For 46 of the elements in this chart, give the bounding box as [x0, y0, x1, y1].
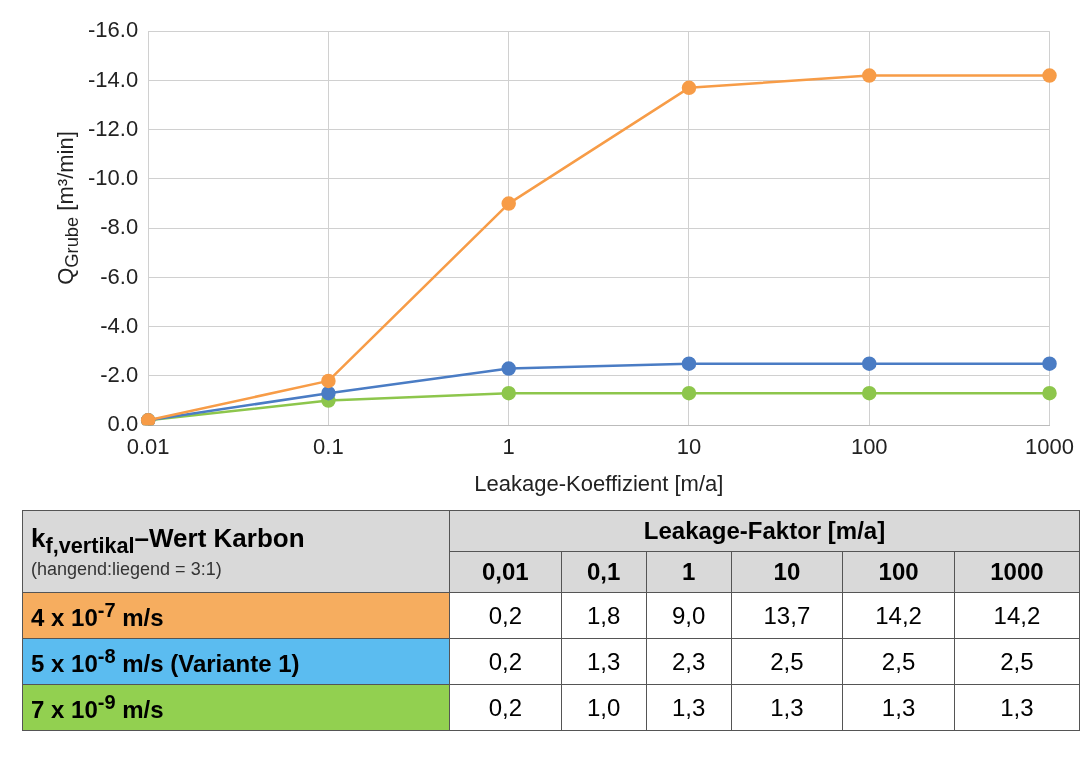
- text: 1: [646, 551, 732, 593]
- text: 100: [842, 551, 955, 593]
- text: 14,2: [954, 592, 1080, 639]
- text: Leakage-Faktor [m/a]: [449, 510, 1080, 552]
- text: 0,2: [449, 592, 562, 639]
- y-tick-label: -8.0: [100, 214, 139, 240]
- text: 14,2: [842, 592, 955, 639]
- x-tick-label: 0.1: [313, 434, 344, 460]
- text: 2,5: [731, 638, 843, 685]
- text: 1,8: [561, 592, 647, 639]
- x-tick-label: 1000: [1025, 434, 1075, 460]
- text: 0,2: [449, 638, 562, 685]
- y-tick-label: -12.0: [87, 115, 139, 141]
- text: 4 x 10$^{-7}$ m/s: [22, 592, 450, 639]
- text: 1,3: [561, 638, 647, 685]
- text: 1,3: [842, 684, 955, 731]
- y-tick-label: -16.0: [87, 17, 139, 43]
- text: 9,0: [646, 592, 732, 639]
- text: 1,3: [731, 684, 843, 731]
- text: k$_{f,vertikal}$–Wert Karbon: [31, 522, 306, 560]
- y-tick-label: 0.0: [107, 411, 139, 437]
- x-axis-title: Leakage-Koeffizient [m/a]: [474, 470, 724, 496]
- y-tick-label: -2.0: [100, 362, 139, 388]
- text: 0,1: [561, 551, 647, 593]
- text: 1,3: [954, 684, 1080, 731]
- text: 2,5: [954, 638, 1080, 685]
- x-tick-label: 0.01: [126, 434, 170, 460]
- text: 2,5: [842, 638, 955, 685]
- x-tick-label: 100: [850, 434, 888, 460]
- x-tick-label: 10: [676, 434, 702, 460]
- text: 5 x 10$^{-8}$ m/s (Variante 1): [22, 638, 450, 685]
- y-tick-label: -14.0: [87, 66, 139, 92]
- text: 7 x 10$^{-9}$ m/s: [22, 684, 450, 731]
- y-tick-label: -4.0: [100, 312, 139, 338]
- y-tick-label: -10.0: [87, 165, 139, 191]
- text: 1000: [954, 551, 1080, 593]
- y-tick-label: -6.0: [100, 263, 139, 289]
- text: 2,3: [646, 638, 732, 685]
- text: 10: [731, 551, 843, 593]
- text: 0,2: [449, 684, 562, 731]
- text: 1,0: [561, 684, 647, 731]
- text: 1,3: [646, 684, 732, 731]
- text: 13,7: [731, 592, 843, 639]
- text: 0,01: [449, 551, 562, 593]
- text: (hangend:liegend = 3:1): [31, 559, 223, 581]
- x-tick-label: 1: [502, 434, 515, 460]
